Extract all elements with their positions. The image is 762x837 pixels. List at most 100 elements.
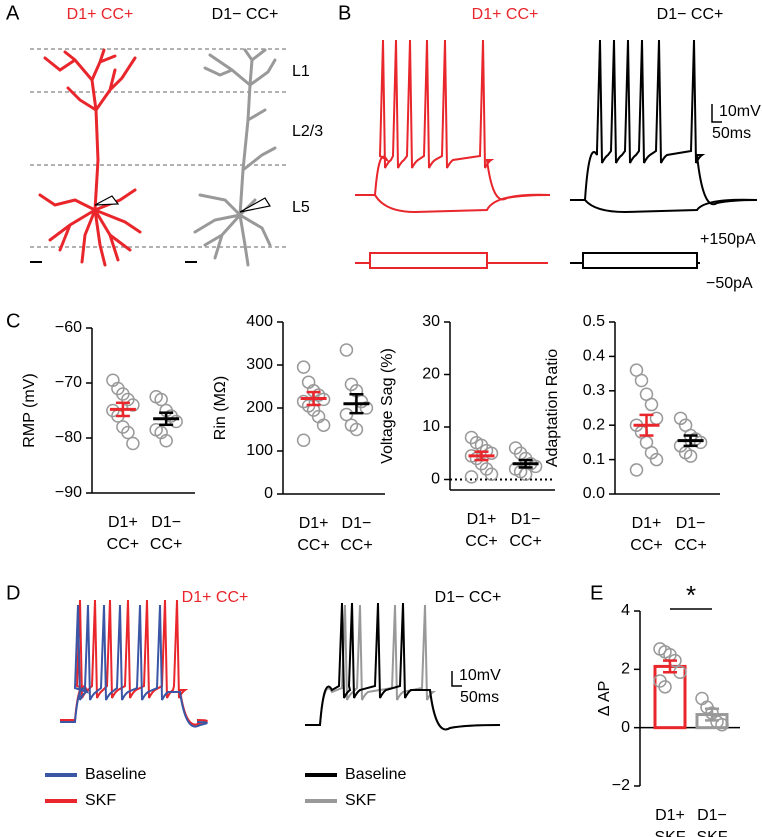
panel-title: D1+ CC+ xyxy=(182,589,249,606)
current-step xyxy=(570,252,700,269)
data-point xyxy=(154,392,168,407)
data-point xyxy=(464,470,479,484)
data-point xyxy=(673,411,688,426)
significance-mark: * xyxy=(686,580,696,610)
y-axis-label: Adaptation Ratio xyxy=(544,349,561,467)
y-tick-label: 200 xyxy=(246,399,273,416)
data-point xyxy=(629,463,644,477)
panel-title: D1− CC+ xyxy=(435,589,502,606)
y-tick-label: −90 xyxy=(55,484,82,501)
x-tick-label: SKF xyxy=(654,829,685,837)
panel-title: D1+ CC+ xyxy=(67,6,134,23)
voltage-trace xyxy=(305,602,501,731)
x-tick-label: D1+ xyxy=(108,514,138,531)
y-tick-label: 10 xyxy=(422,418,440,435)
data-point xyxy=(316,418,331,432)
x-tick-label: CC+ xyxy=(630,537,662,554)
layer-label: L5 xyxy=(292,199,310,216)
y-tick-label: 100 xyxy=(246,442,273,459)
y-axis-label: Rin (MΩ) xyxy=(212,376,229,440)
data-point xyxy=(484,467,499,481)
x-tick-label: D1− xyxy=(342,515,372,532)
y-tick-label: 0.5 xyxy=(583,313,605,330)
data-point xyxy=(349,422,364,437)
data-point xyxy=(693,435,708,450)
y-axis-label: Δ AP xyxy=(596,681,613,717)
data-point xyxy=(121,425,135,440)
y-tick-label: 30 xyxy=(422,313,440,330)
panel-title: D1− CC+ xyxy=(212,6,279,23)
x-tick-label: SKF xyxy=(696,829,727,837)
data-point xyxy=(159,434,173,448)
y-tick-label: 4 xyxy=(621,602,630,619)
panel-label: C xyxy=(6,310,20,332)
y-tick-label: 0.3 xyxy=(583,382,605,399)
panel-label: D xyxy=(6,582,20,604)
layer-label: L1 xyxy=(292,63,310,80)
x-tick-label: D1− xyxy=(676,515,706,532)
data-point xyxy=(296,433,311,447)
x-tick-label: D1+ xyxy=(299,515,329,532)
current-step xyxy=(355,252,548,269)
panel-label: E xyxy=(590,582,603,604)
x-tick-label: D1− xyxy=(151,514,181,531)
panel-label: B xyxy=(338,2,351,24)
current-label: +150pA xyxy=(700,231,756,248)
neuron-gray xyxy=(193,48,277,267)
data-point xyxy=(359,401,374,415)
scale-label: 10mV xyxy=(459,667,501,684)
data-point xyxy=(695,691,709,706)
data-point xyxy=(126,436,140,451)
y-tick-label: 0 xyxy=(264,485,273,502)
legend-label: SKF xyxy=(85,792,116,809)
x-tick-label: D1− xyxy=(511,511,541,528)
scale-bar xyxy=(711,104,722,123)
scale-bar xyxy=(451,671,462,687)
x-tick-label: CC+ xyxy=(297,537,329,554)
x-tick-label: D1+ xyxy=(467,511,497,528)
data-point xyxy=(715,718,729,732)
x-tick-label: CC+ xyxy=(674,537,706,554)
current-label: −50pA xyxy=(706,275,753,292)
data-point xyxy=(169,414,183,429)
y-tick-label: 2 xyxy=(621,661,630,678)
y-axis-label: Voltage Sag (%) xyxy=(379,348,396,464)
y-tick-label: −60 xyxy=(55,319,82,336)
data-point xyxy=(339,343,354,357)
data-point xyxy=(644,397,659,412)
y-tick-label: 0 xyxy=(431,471,440,488)
x-tick-label: CC+ xyxy=(465,533,497,550)
data-point xyxy=(484,446,499,460)
bar xyxy=(653,664,687,730)
x-tick-label: D1− xyxy=(697,807,727,824)
voltage-trace xyxy=(570,39,758,206)
y-tick-label: 0.4 xyxy=(583,348,605,365)
voltage-trace xyxy=(60,604,208,728)
y-tick-label: 300 xyxy=(246,356,273,373)
panel-title: D1+ CC+ xyxy=(472,6,539,23)
y-axis-label: RMP (mV) xyxy=(21,373,38,447)
voltage-trace xyxy=(60,599,208,726)
y-tick-label: −80 xyxy=(55,429,82,446)
y-tick-label: 0.0 xyxy=(583,485,605,502)
legend-label: Baseline xyxy=(85,766,146,783)
neuron-red xyxy=(38,48,142,267)
data-point xyxy=(683,449,698,463)
y-tick-label: 400 xyxy=(246,313,273,330)
x-tick-label: D1+ xyxy=(655,807,685,824)
data-point xyxy=(658,680,672,694)
scale-label: 50ms xyxy=(712,125,751,142)
scale-label: 10mV xyxy=(719,103,761,120)
voltage-trace xyxy=(355,39,551,201)
scale-label: 50ms xyxy=(460,689,499,706)
panel-label: A xyxy=(6,2,20,24)
y-tick-label: −70 xyxy=(55,374,82,391)
voltage-trace xyxy=(570,198,758,214)
data-point xyxy=(634,373,649,388)
y-tick-label: −2 xyxy=(612,777,630,794)
legend-label: SKF xyxy=(345,792,376,809)
x-tick-label: D1+ xyxy=(632,515,662,532)
data-point xyxy=(126,398,140,412)
